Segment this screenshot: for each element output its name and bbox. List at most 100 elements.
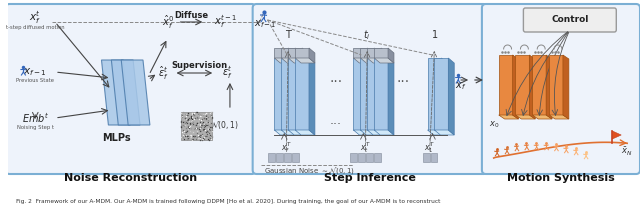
Text: Previous State: Previous State — [16, 78, 54, 83]
Text: $\bar{x}_N$: $\bar{x}_N$ — [621, 146, 633, 158]
Polygon shape — [374, 48, 388, 58]
Text: Diffuse: Diffuse — [174, 11, 209, 21]
Text: ···: ··· — [330, 119, 342, 131]
Text: $x_{f-1}$: $x_{f-1}$ — [23, 66, 47, 78]
Polygon shape — [302, 58, 308, 135]
Polygon shape — [353, 58, 367, 130]
FancyBboxPatch shape — [253, 4, 488, 174]
FancyBboxPatch shape — [6, 4, 255, 174]
Polygon shape — [374, 48, 380, 63]
Polygon shape — [515, 115, 535, 119]
Polygon shape — [374, 58, 380, 135]
Text: $Emb^t$: $Emb^t$ — [22, 111, 49, 125]
Polygon shape — [102, 60, 130, 125]
Text: $x_f^t$: $x_f^t$ — [29, 10, 41, 26]
Polygon shape — [292, 153, 299, 162]
Polygon shape — [360, 58, 374, 130]
Polygon shape — [295, 130, 315, 135]
Text: $x_t^T$: $x_t^T$ — [360, 141, 371, 155]
Polygon shape — [288, 58, 302, 130]
Polygon shape — [422, 153, 429, 162]
Polygon shape — [275, 48, 288, 58]
Text: $\varepsilon_f^t$: $\varepsilon_f^t$ — [221, 65, 232, 81]
Polygon shape — [295, 48, 301, 63]
Polygon shape — [288, 58, 308, 63]
Polygon shape — [288, 130, 308, 135]
Polygon shape — [515, 55, 529, 115]
Text: Noising Step t: Noising Step t — [17, 125, 54, 130]
Polygon shape — [366, 153, 373, 162]
Polygon shape — [284, 153, 291, 162]
Polygon shape — [442, 58, 447, 135]
Polygon shape — [276, 153, 284, 162]
Polygon shape — [499, 115, 518, 119]
Polygon shape — [388, 48, 394, 63]
Polygon shape — [513, 55, 518, 119]
Text: Gaussian Noise $\sim\mathcal{N}(0,1)$: Gaussian Noise $\sim\mathcal{N}(0,1)$ — [264, 165, 355, 176]
Text: $\hat{\varepsilon}_f^t$: $\hat{\varepsilon}_f^t$ — [159, 64, 169, 82]
Text: Fig. 2  Framework of our A-MDM. Our A-MDM is trained following DDPM [Ho et al. 2: Fig. 2 Framework of our A-MDM. Our A-MDM… — [15, 199, 440, 204]
Polygon shape — [428, 58, 442, 130]
Polygon shape — [288, 58, 294, 135]
Polygon shape — [111, 60, 140, 125]
Polygon shape — [288, 48, 302, 58]
Polygon shape — [295, 58, 301, 135]
Polygon shape — [353, 58, 373, 63]
Polygon shape — [121, 60, 150, 125]
Text: T: T — [285, 30, 291, 40]
Text: MLPs: MLPs — [102, 133, 131, 143]
Polygon shape — [448, 58, 454, 135]
Polygon shape — [295, 58, 315, 63]
Polygon shape — [360, 48, 374, 58]
Text: $t_i$: $t_i$ — [364, 28, 371, 42]
Polygon shape — [431, 153, 437, 162]
Text: $\sim\mathcal{N}(0,1)$: $\sim\mathcal{N}(0,1)$ — [201, 119, 239, 131]
Polygon shape — [282, 48, 295, 58]
Polygon shape — [353, 48, 367, 58]
Polygon shape — [546, 55, 552, 119]
Polygon shape — [563, 55, 569, 119]
Polygon shape — [288, 48, 294, 63]
Polygon shape — [351, 153, 357, 162]
Text: $x_0$: $x_0$ — [488, 120, 499, 130]
Polygon shape — [367, 48, 373, 63]
Text: Motion Synthesis: Motion Synthesis — [507, 173, 615, 183]
Text: Step Inference: Step Inference — [324, 173, 416, 183]
Polygon shape — [309, 48, 315, 63]
Polygon shape — [367, 58, 387, 63]
Polygon shape — [499, 55, 513, 115]
Polygon shape — [381, 48, 387, 63]
Polygon shape — [282, 58, 295, 130]
Text: $x_{f-1}$: $x_{f-1}$ — [254, 18, 276, 30]
Polygon shape — [549, 115, 569, 119]
FancyBboxPatch shape — [482, 4, 640, 174]
Polygon shape — [374, 58, 388, 130]
Polygon shape — [275, 130, 294, 135]
Text: ···: ··· — [396, 75, 410, 89]
Polygon shape — [374, 58, 394, 63]
Polygon shape — [295, 58, 309, 130]
Polygon shape — [374, 153, 381, 162]
Text: $x_f^T$: $x_f^T$ — [281, 141, 292, 155]
Text: t-step diffused motion: t-step diffused motion — [6, 25, 65, 30]
Polygon shape — [381, 58, 387, 135]
Polygon shape — [275, 58, 294, 63]
Polygon shape — [309, 58, 315, 135]
Polygon shape — [435, 58, 448, 130]
Polygon shape — [367, 58, 373, 135]
Text: $x_1^T$: $x_1^T$ — [424, 141, 435, 155]
Polygon shape — [180, 112, 212, 140]
Polygon shape — [428, 130, 447, 135]
Polygon shape — [353, 130, 373, 135]
Polygon shape — [367, 58, 381, 130]
Text: Control: Control — [551, 16, 589, 25]
Polygon shape — [360, 58, 380, 63]
Polygon shape — [295, 48, 309, 58]
Text: Noise Reconstruction: Noise Reconstruction — [63, 173, 196, 183]
FancyBboxPatch shape — [524, 8, 616, 32]
Text: $x_f$: $x_f$ — [454, 80, 466, 92]
Polygon shape — [282, 130, 301, 135]
Polygon shape — [367, 48, 381, 58]
Text: Supervision: Supervision — [172, 61, 227, 69]
Polygon shape — [367, 130, 387, 135]
